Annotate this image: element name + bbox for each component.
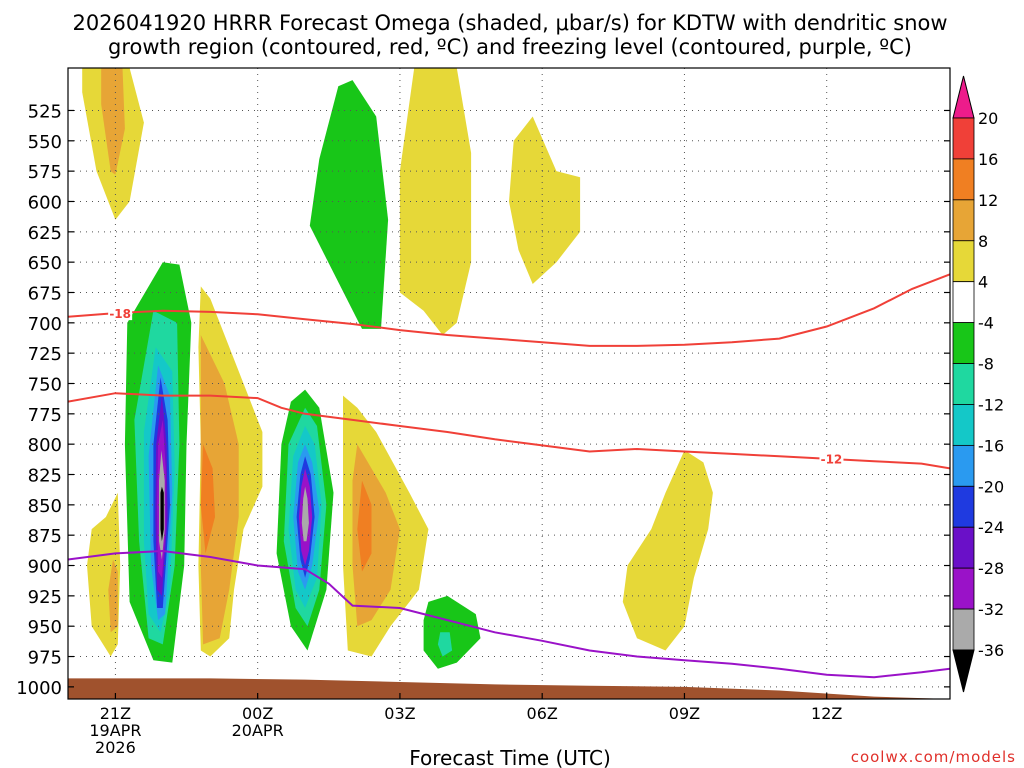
colorbar-box-2 — [952, 199, 975, 242]
colorbar-label-4: 4 — [978, 273, 988, 292]
omega-region-30 — [437, 632, 453, 657]
omega-region-31 — [622, 450, 713, 651]
x-tick-label-6-0: 03Z — [384, 704, 415, 723]
x-axis-label: Forecast Time (UTC) — [409, 746, 611, 768]
y-tick-label-675: 675 — [28, 283, 62, 304]
y-tick-label-800: 800 — [28, 435, 62, 456]
y-tick-label-875: 875 — [28, 526, 62, 547]
contour-label-1: -12 — [821, 453, 843, 467]
y-tick-label-700: 700 — [28, 314, 62, 335]
colorbar-label-9: -20 — [978, 477, 1004, 496]
x-tick-label-3-0: 00Z — [242, 704, 273, 723]
contour-label-bg-0 — [108, 306, 133, 321]
omega-region-2 — [309, 80, 389, 329]
omega-region-1 — [101, 68, 125, 175]
colorbar-label-0: 20 — [978, 109, 998, 128]
contour-line-1 — [68, 392, 950, 470]
y-tick-label-950: 950 — [28, 617, 62, 638]
y-tick-label-1000: 1000 — [16, 678, 62, 699]
x-tick-label-3-1: 20APR — [232, 721, 284, 740]
x-tick-label-9-0: 06Z — [527, 704, 558, 723]
colorbar-box-0 — [952, 117, 975, 160]
y-tick-label-550: 550 — [28, 132, 62, 153]
x-tick-label-15-0: 12Z — [811, 704, 842, 723]
colorbar-label-7: -12 — [978, 395, 1004, 414]
colorbar-label-5: -4 — [978, 314, 994, 333]
colorbar-top-arrow — [952, 75, 975, 119]
y-tick-label-750: 750 — [28, 375, 62, 396]
y-tick-label-650: 650 — [28, 253, 62, 274]
omega-region-13 — [160, 486, 164, 542]
colorbar-box-8 — [952, 444, 975, 487]
omega-region-17 — [200, 335, 239, 645]
y-tick-label-525: 525 — [28, 101, 62, 122]
contour-label-0: -18 — [109, 307, 131, 321]
colorbar-label-10: -24 — [978, 518, 1004, 537]
omega-region-28 — [357, 480, 372, 572]
omega-region-3 — [399, 68, 472, 335]
y-tick-label-900: 900 — [28, 557, 62, 578]
colorbar-box-1 — [952, 158, 975, 201]
colorbar-label-3: 8 — [978, 232, 988, 251]
y-tick-label-775: 775 — [28, 405, 62, 426]
colorbar-box-11 — [952, 567, 975, 610]
colorbar-box-3 — [952, 240, 975, 283]
omega-region-4 — [509, 116, 581, 284]
contour-line-0 — [68, 273, 950, 347]
colorbar-label-6: -8 — [978, 355, 994, 374]
omega-region-18 — [200, 444, 215, 554]
colorbar-label-11: -28 — [978, 559, 1004, 578]
colorbar-label-2: 12 — [978, 191, 998, 210]
colorbar-label-12: -32 — [978, 600, 1004, 619]
colorbar-box-6 — [952, 363, 975, 405]
x-tick-label-12-0: 09Z — [669, 704, 700, 723]
y-tick-label-575: 575 — [28, 162, 62, 183]
y-tick-label-825: 825 — [28, 466, 62, 487]
x-tick-label-0-1: 19APR — [89, 721, 141, 740]
y-tick-label-600: 600 — [28, 192, 62, 213]
colorbar-label-8: -16 — [978, 436, 1004, 455]
colorbar-bottom-arrow — [952, 649, 975, 693]
x-tick-label-0-0: 21Z — [100, 704, 131, 723]
colorbar-label-13: -36 — [978, 641, 1004, 660]
omega-region-29 — [423, 595, 481, 669]
y-tick-label-975: 975 — [28, 648, 62, 669]
terrain-strip — [68, 678, 950, 699]
colorbar-box-7 — [952, 404, 975, 446]
colorbar-box-5 — [952, 322, 975, 364]
y-tick-label-625: 625 — [28, 223, 62, 244]
contour-label-bg-1 — [819, 451, 844, 466]
colorbar-box-4 — [952, 281, 975, 324]
colorbar-box-10 — [952, 526, 975, 569]
colorbar-box-9 — [952, 485, 975, 528]
y-tick-label-925: 925 — [28, 587, 62, 608]
y-tick-label-725: 725 — [28, 344, 62, 365]
chart-title-line1: 2026041920 HRRR Forecast Omega (shaded, … — [72, 11, 947, 35]
colorbar-label-1: 16 — [978, 150, 998, 169]
x-tick-label-0-2: 2026 — [95, 738, 136, 757]
chart-title-line2: growth region (contoured, red, ºC) and f… — [108, 35, 912, 59]
omega-region-25 — [301, 486, 309, 542]
credit-text: coolwx.com/models — [851, 748, 1016, 766]
y-tick-label-850: 850 — [28, 496, 62, 517]
colorbar-box-12 — [952, 608, 975, 651]
contour-line-2 — [68, 549, 950, 679]
